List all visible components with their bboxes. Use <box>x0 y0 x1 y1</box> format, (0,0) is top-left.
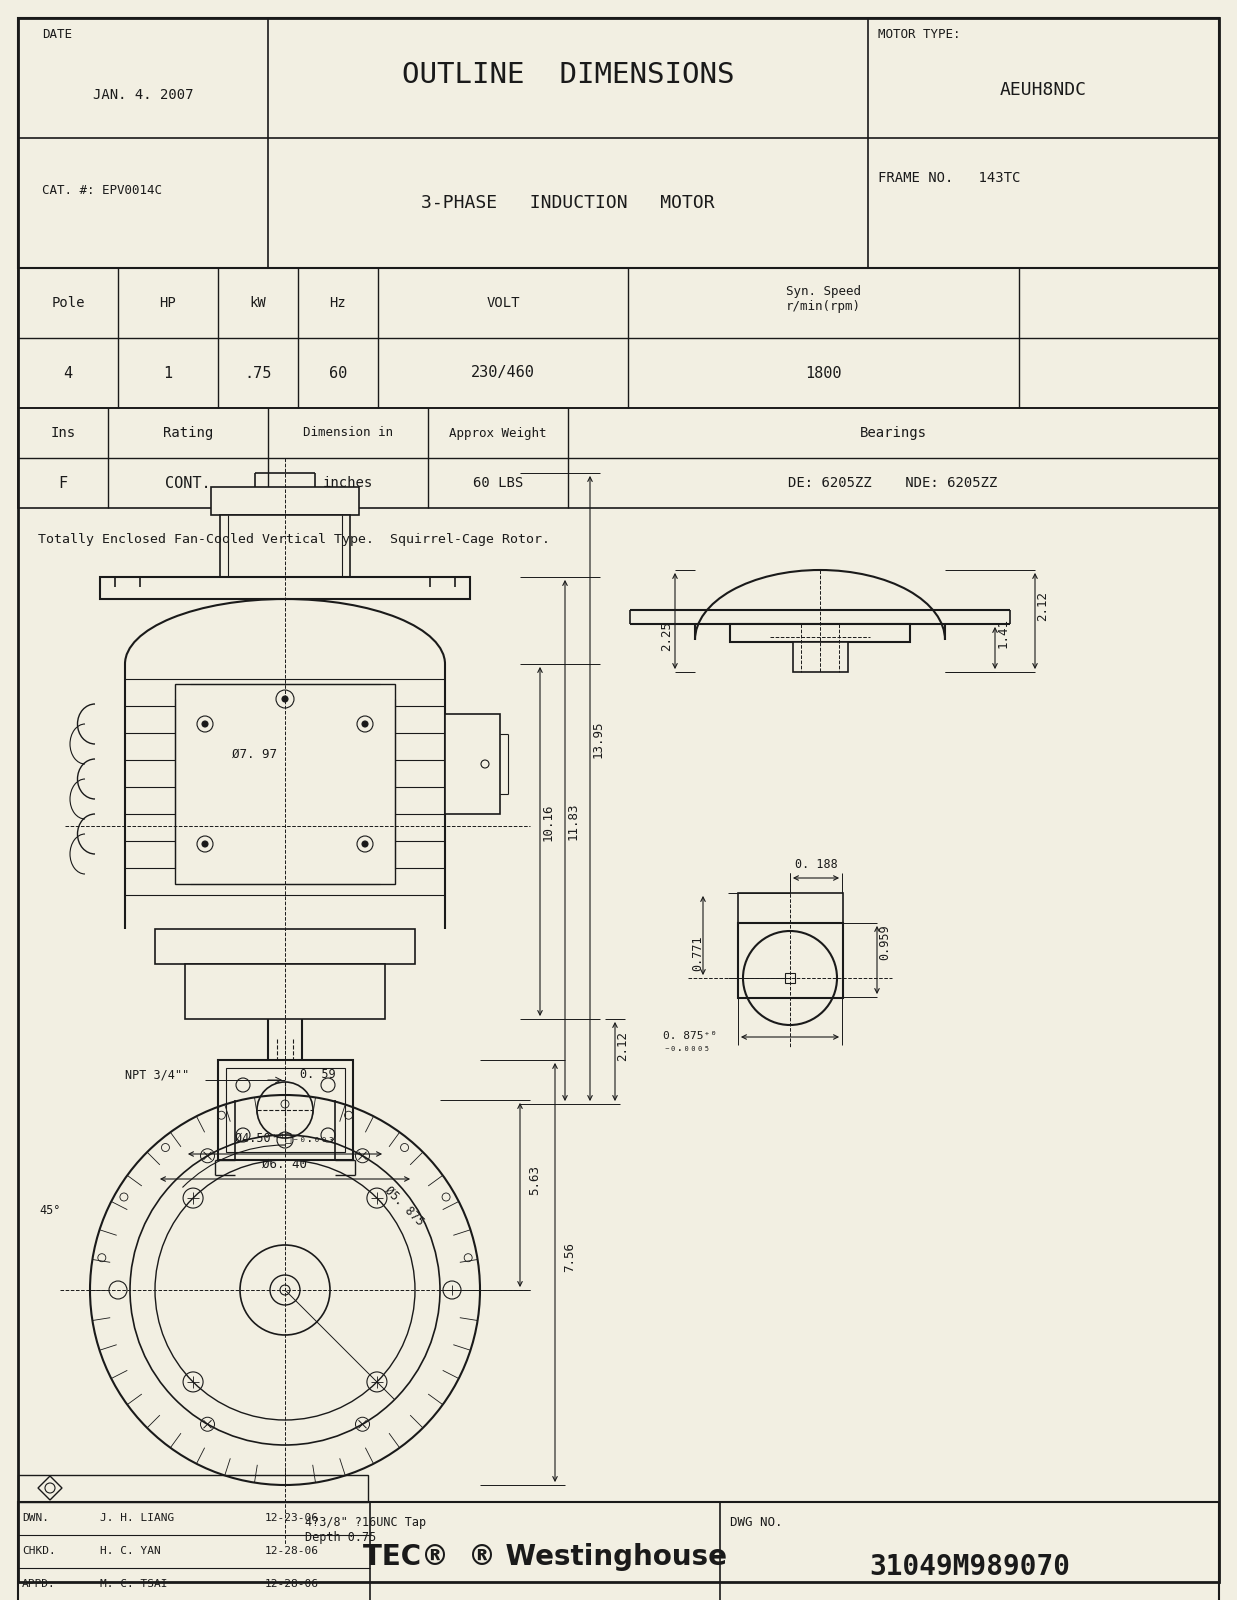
Text: CONT.: CONT. <box>166 475 210 491</box>
Text: 2.12: 2.12 <box>1037 590 1049 621</box>
Text: 1: 1 <box>163 365 173 381</box>
Text: kW: kW <box>250 296 266 310</box>
Text: 1.41: 1.41 <box>997 618 1009 648</box>
Bar <box>212 486 359 515</box>
Text: TEC®  ® Westinghouse: TEC® ® Westinghouse <box>362 1542 727 1571</box>
Circle shape <box>202 842 208 846</box>
Bar <box>186 963 385 1019</box>
Text: 0.959: 0.959 <box>878 925 892 960</box>
Bar <box>445 714 500 814</box>
Text: FRAME NO.   143TC: FRAME NO. 143TC <box>878 171 1021 186</box>
Bar <box>218 1059 353 1160</box>
Text: 230/460: 230/460 <box>471 365 534 381</box>
Text: F: F <box>58 475 68 491</box>
Text: Approx Weight: Approx Weight <box>449 427 547 440</box>
Text: 11.83: 11.83 <box>567 803 579 840</box>
Text: 0. 188: 0. 188 <box>794 859 837 872</box>
Text: DWG NO.: DWG NO. <box>730 1515 783 1528</box>
Text: Totally Enclosed Fan-Cooled Vertical Type.  Squirrel-Cage Rotor.: Totally Enclosed Fan-Cooled Vertical Typ… <box>38 533 550 547</box>
Text: CAT. #: EPV0014C: CAT. #: EPV0014C <box>42 184 162 197</box>
Bar <box>100 578 470 598</box>
Text: 0. 59: 0. 59 <box>301 1069 335 1082</box>
Bar <box>226 1069 345 1152</box>
Bar <box>730 624 910 642</box>
Text: Bearings: Bearings <box>860 426 927 440</box>
Text: OUTLINE  DIMENSIONS: OUTLINE DIMENSIONS <box>402 61 735 90</box>
Text: 4: 4 <box>63 365 73 381</box>
Text: 10.16: 10.16 <box>542 803 554 842</box>
Text: AEUH8NDC: AEUH8NDC <box>999 82 1086 99</box>
Bar <box>19 18 1218 267</box>
Text: 12-23-06: 12-23-06 <box>265 1514 319 1523</box>
Circle shape <box>362 722 367 726</box>
Text: HP: HP <box>160 296 177 310</box>
Text: 7.56: 7.56 <box>564 1242 576 1272</box>
Text: Ins: Ins <box>51 426 75 440</box>
Text: 5.63: 5.63 <box>528 1165 542 1195</box>
Text: NPT 3/4"": NPT 3/4"" <box>125 1069 189 1082</box>
Text: Hz: Hz <box>329 296 346 310</box>
Bar <box>19 1475 367 1502</box>
Text: Ø7. 97: Ø7. 97 <box>233 747 277 760</box>
Text: 13.95: 13.95 <box>591 720 605 758</box>
Bar <box>738 893 842 923</box>
Text: MOTOR TYPE:: MOTOR TYPE: <box>878 29 960 42</box>
Text: 60 LBS: 60 LBS <box>473 477 523 490</box>
Text: 12-28-06: 12-28-06 <box>265 1579 319 1589</box>
Circle shape <box>362 842 367 846</box>
Text: J. H. LIANG: J. H. LIANG <box>100 1514 174 1523</box>
Text: DATE: DATE <box>42 29 72 42</box>
Bar <box>738 923 842 998</box>
Text: 2.12: 2.12 <box>616 1030 630 1061</box>
Text: 2.25: 2.25 <box>661 621 673 651</box>
Text: 60: 60 <box>329 365 348 381</box>
Bar <box>19 408 1218 509</box>
Bar <box>19 1502 1218 1600</box>
Text: M. C. TSAI: M. C. TSAI <box>100 1579 167 1589</box>
Bar <box>785 973 795 982</box>
Bar <box>220 515 350 578</box>
Text: CHKD.: CHKD. <box>22 1546 56 1555</box>
Text: Syn. Speed
r/min(rpm): Syn. Speed r/min(rpm) <box>785 285 861 314</box>
Text: inches: inches <box>323 477 374 490</box>
Text: 31049M989070: 31049M989070 <box>870 1554 1070 1581</box>
Text: DE: 6205ZZ    NDE: 6205ZZ: DE: 6205ZZ NDE: 6205ZZ <box>788 477 998 490</box>
Bar <box>155 930 414 963</box>
Text: DWN.: DWN. <box>22 1514 49 1523</box>
Text: JAN. 4. 2007: JAN. 4. 2007 <box>93 88 193 102</box>
Text: 12-28-06: 12-28-06 <box>265 1546 319 1555</box>
Bar <box>19 267 1218 408</box>
Text: Ø6. 40: Ø6. 40 <box>262 1157 308 1171</box>
Text: Ø4.50⁺⁰⁄₋₀.₀₀₃: Ø4.50⁺⁰⁄₋₀.₀₀₃ <box>235 1133 335 1146</box>
Circle shape <box>282 696 288 702</box>
Text: Rating: Rating <box>163 426 213 440</box>
Text: 0.771: 0.771 <box>691 934 705 971</box>
Circle shape <box>202 722 208 726</box>
Text: 4?3/8" ?16UNC Tap
Depth 0.75: 4?3/8" ?16UNC Tap Depth 0.75 <box>306 1517 426 1544</box>
Text: 0. 875⁺⁰
₋₀.₀₀₀₅: 0. 875⁺⁰ ₋₀.₀₀₀₅ <box>663 1032 717 1053</box>
Text: Pole: Pole <box>51 296 85 310</box>
Bar <box>793 642 849 672</box>
Text: 1800: 1800 <box>805 365 841 381</box>
Text: APPD.: APPD. <box>22 1579 56 1589</box>
Text: 45°: 45° <box>40 1203 61 1216</box>
Text: 3-PHASE   INDUCTION   MOTOR: 3-PHASE INDUCTION MOTOR <box>421 194 715 211</box>
Text: Ø5. 875: Ø5. 875 <box>382 1184 427 1227</box>
Text: VOLT: VOLT <box>486 296 520 310</box>
Text: .75: .75 <box>245 365 272 381</box>
Bar <box>174 685 395 883</box>
Text: Dimension in: Dimension in <box>303 427 393 440</box>
Text: H. C. YAN: H. C. YAN <box>100 1546 161 1555</box>
